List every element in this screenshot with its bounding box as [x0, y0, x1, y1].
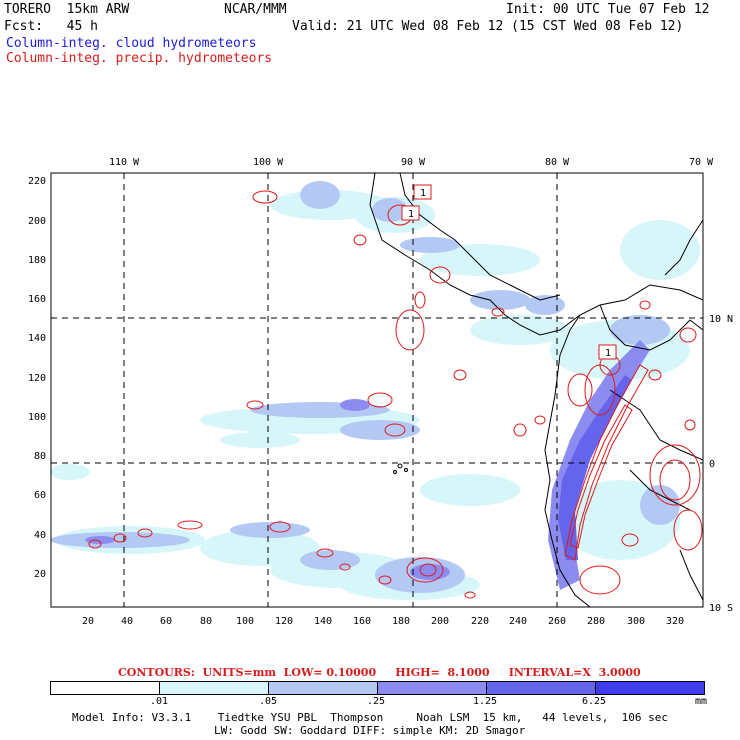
lon-label: 80 W	[545, 157, 570, 168]
lat-label: 10 N	[709, 314, 733, 325]
contour-info: CONTOURS: UNITS=mm LOW= 0.10000 HIGH= 8.…	[118, 666, 641, 679]
lon-label: 100 W	[253, 157, 284, 168]
colorbar-swatch	[51, 682, 160, 694]
svg-text:1: 1	[420, 188, 426, 199]
svg-text:60: 60	[34, 490, 46, 501]
colorbar-units: mm	[695, 696, 708, 707]
lat-label: 0	[709, 459, 715, 470]
graticule	[51, 173, 703, 607]
x-axis: 20 40 60 80 100 120 140 160 180 200 220 …	[82, 616, 684, 627]
svg-text:200: 200	[28, 216, 46, 227]
svg-text:40: 40	[34, 530, 46, 541]
field-cloud-title: Column-integ. cloud hydrometeors	[6, 36, 257, 51]
cloud-shading	[51, 181, 700, 600]
svg-text:220: 220	[471, 616, 489, 627]
colorbar-label: .05	[258, 696, 278, 707]
colorbar-label: .01	[149, 696, 169, 707]
coastlines	[369, 173, 703, 607]
svg-text:320: 320	[666, 616, 684, 627]
svg-text:220: 220	[28, 176, 46, 187]
init-time: Init: 00 UTC Tue 07 Feb 12	[506, 2, 710, 17]
lon-label: 70 W	[689, 157, 714, 168]
field-precip-title: Column-integ. precip. hydrometeors	[6, 51, 273, 66]
forecast-hour: Fcst: 45 h	[4, 19, 98, 34]
svg-text:160: 160	[353, 616, 371, 627]
colorbar-swatch	[487, 682, 596, 694]
svg-text:20: 20	[34, 569, 46, 580]
svg-text:160: 160	[28, 294, 46, 305]
center-label: NCAR/MMM	[224, 2, 287, 17]
map-frame	[50, 172, 704, 608]
svg-text:140: 140	[314, 616, 332, 627]
svg-text:1: 1	[408, 209, 414, 220]
colorbar-label: 6.25	[581, 696, 607, 707]
model-info-line2: LW: Godd SW: Goddard DIFF: simple KM: 2D…	[214, 724, 526, 737]
svg-text:1: 1	[605, 348, 611, 359]
model-info-line1: Model Info: V3.3.1 Tiedtke YSU PBL Thomp…	[72, 711, 669, 724]
svg-text:80: 80	[34, 451, 46, 462]
svg-text:200: 200	[431, 616, 449, 627]
svg-text:100: 100	[236, 616, 254, 627]
svg-text:180: 180	[392, 616, 410, 627]
svg-text:120: 120	[28, 373, 46, 384]
svg-text:100: 100	[28, 412, 46, 423]
svg-text:240: 240	[509, 616, 527, 627]
colorbar-swatch	[596, 682, 704, 694]
lon-label: 90 W	[401, 157, 426, 168]
svg-text:80: 80	[200, 616, 212, 627]
svg-text:300: 300	[627, 616, 645, 627]
svg-text:120: 120	[275, 616, 293, 627]
colorbar-label: .25	[366, 696, 386, 707]
lon-label: 110 W	[109, 157, 140, 168]
svg-text:260: 260	[548, 616, 566, 627]
y-axis: 220 200 180 160 140 120 100 80 60 40 20	[28, 176, 46, 580]
lat-label: 10 S	[709, 603, 733, 614]
colorbar-swatch	[378, 682, 487, 694]
svg-text:20: 20	[82, 616, 94, 627]
colorbar	[50, 681, 705, 695]
svg-text:140: 140	[28, 333, 46, 344]
colorbar-label: 1.25	[472, 696, 498, 707]
contour-labels: 1 1 1	[401, 184, 617, 360]
svg-text:60: 60	[160, 616, 172, 627]
svg-text:280: 280	[587, 616, 605, 627]
valid-time: Valid: 21 UTC Wed 08 Feb 12 (15 CST Wed …	[292, 19, 684, 34]
colorbar-swatch	[269, 682, 378, 694]
model-title: TORERO 15km ARW	[4, 2, 130, 17]
svg-text:40: 40	[121, 616, 133, 627]
precip-contours	[88, 190, 703, 599]
colorbar-swatch	[160, 682, 269, 694]
svg-text:180: 180	[28, 255, 46, 266]
